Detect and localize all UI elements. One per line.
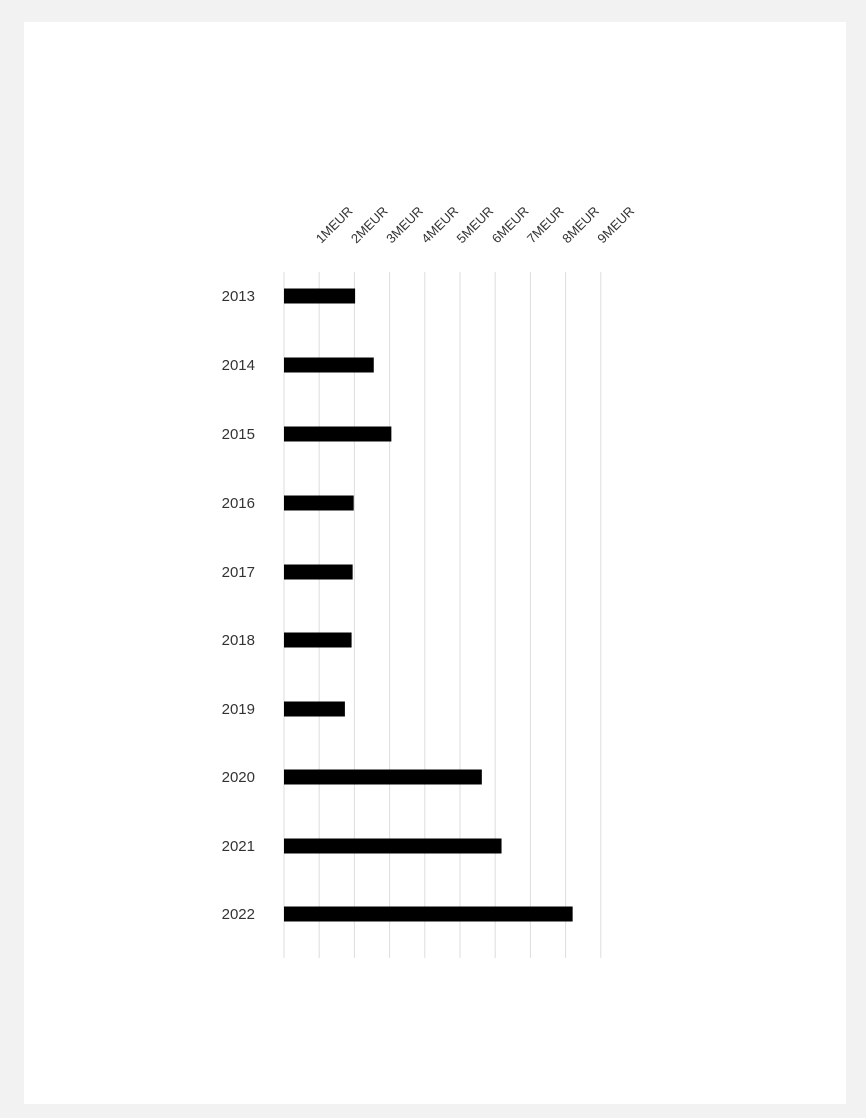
bar-2014	[284, 357, 374, 373]
category-label-2018: 2018	[222, 632, 255, 649]
tick-label-9: 9MEUR	[594, 203, 637, 246]
bar-2021	[284, 838, 502, 854]
grid-lines	[283, 272, 602, 958]
tick-label-8: 8MEUR	[559, 203, 602, 246]
bar-2016	[284, 495, 354, 511]
category-label-2017: 2017	[222, 564, 255, 581]
tick-label-4: 4MEUR	[418, 203, 461, 246]
tick-label-2: 2MEUR	[348, 203, 391, 246]
tick-label-5: 5MEUR	[454, 203, 497, 246]
tick-label-6: 6MEUR	[489, 203, 532, 246]
bar-2018	[284, 632, 352, 648]
bar-2017	[284, 564, 353, 580]
bar-2020	[284, 769, 482, 785]
bar-2013	[284, 288, 356, 304]
tick-label-3: 3MEUR	[383, 203, 426, 246]
bar-2019	[284, 701, 345, 717]
category-label-2016: 2016	[222, 495, 255, 512]
tick-label-1: 1MEUR	[313, 203, 356, 246]
tick-label-7: 7MEUR	[524, 203, 567, 246]
category-label-2013: 2013	[222, 288, 255, 305]
category-label-2014: 2014	[222, 357, 255, 374]
chart-card	[24, 22, 846, 1104]
x-axis-ticks: 1MEUR2MEUR3MEUR4MEUR5MEUR6MEUR7MEUR8MEUR…	[313, 203, 637, 246]
category-label-2022: 2022	[222, 906, 255, 923]
category-label-2015: 2015	[222, 426, 255, 443]
bar-2022	[284, 906, 573, 922]
category-label-2020: 2020	[222, 769, 255, 786]
y-axis-categories: 2013 2014 2015 2016 2017 2018 2019 2020 2021 2022	[222, 288, 255, 923]
category-label-2021: 2021	[222, 838, 255, 855]
bars	[284, 288, 573, 922]
bar-2015	[284, 426, 392, 442]
category-label-2019: 2019	[222, 701, 255, 718]
